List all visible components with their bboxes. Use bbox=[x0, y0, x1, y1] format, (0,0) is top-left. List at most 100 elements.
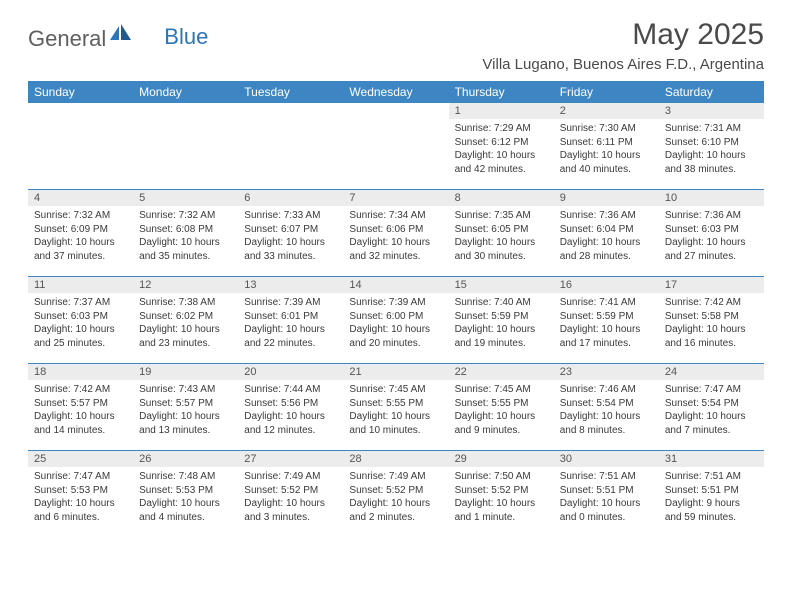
daylight-line: Daylight: 10 hours and 14 minutes. bbox=[34, 410, 127, 437]
daylight-line: Daylight: 10 hours and 30 minutes. bbox=[455, 236, 548, 263]
day-number: 3 bbox=[659, 103, 764, 119]
day-details: Sunrise: 7:31 AMSunset: 6:10 PMDaylight:… bbox=[659, 119, 764, 180]
day-cell: 2Sunrise: 7:30 AMSunset: 6:11 PMDaylight… bbox=[554, 103, 659, 189]
sunrise-line: Sunrise: 7:45 AM bbox=[455, 383, 548, 397]
day-number: 10 bbox=[659, 190, 764, 206]
day-cell: 12Sunrise: 7:38 AMSunset: 6:02 PMDayligh… bbox=[133, 277, 238, 363]
sunrise-line: Sunrise: 7:38 AM bbox=[139, 296, 232, 310]
daylight-line: Daylight: 10 hours and 17 minutes. bbox=[560, 323, 653, 350]
day-cell: 17Sunrise: 7:42 AMSunset: 5:58 PMDayligh… bbox=[659, 277, 764, 363]
day-cell: 1Sunrise: 7:29 AMSunset: 6:12 PMDaylight… bbox=[449, 103, 554, 189]
daylight-line: Daylight: 10 hours and 6 minutes. bbox=[34, 497, 127, 524]
day-number: 2 bbox=[554, 103, 659, 119]
logo-text-blue: Blue bbox=[164, 24, 208, 50]
sunrise-line: Sunrise: 7:42 AM bbox=[665, 296, 758, 310]
day-cell: 4Sunrise: 7:32 AMSunset: 6:09 PMDaylight… bbox=[28, 190, 133, 276]
day-details: Sunrise: 7:37 AMSunset: 6:03 PMDaylight:… bbox=[28, 293, 133, 354]
sunset-line: Sunset: 6:08 PM bbox=[139, 223, 232, 237]
daylight-line: Daylight: 10 hours and 32 minutes. bbox=[349, 236, 442, 263]
day-number: 19 bbox=[133, 364, 238, 380]
daylight-line: Daylight: 10 hours and 33 minutes. bbox=[244, 236, 337, 263]
day-cell: 11Sunrise: 7:37 AMSunset: 6:03 PMDayligh… bbox=[28, 277, 133, 363]
weekday-header: Thursday bbox=[449, 81, 554, 103]
day-cell bbox=[133, 103, 238, 189]
sunset-line: Sunset: 5:59 PM bbox=[560, 310, 653, 324]
sunrise-line: Sunrise: 7:42 AM bbox=[34, 383, 127, 397]
day-number: 14 bbox=[343, 277, 448, 293]
day-number: 24 bbox=[659, 364, 764, 380]
day-number: 26 bbox=[133, 451, 238, 467]
week-row: 4Sunrise: 7:32 AMSunset: 6:09 PMDaylight… bbox=[28, 189, 764, 276]
day-number: 21 bbox=[343, 364, 448, 380]
daylight-line: Daylight: 10 hours and 38 minutes. bbox=[665, 149, 758, 176]
day-cell: 27Sunrise: 7:49 AMSunset: 5:52 PMDayligh… bbox=[238, 451, 343, 537]
sunset-line: Sunset: 5:57 PM bbox=[139, 397, 232, 411]
sunset-line: Sunset: 6:10 PM bbox=[665, 136, 758, 150]
sunset-line: Sunset: 5:52 PM bbox=[244, 484, 337, 498]
sunrise-line: Sunrise: 7:36 AM bbox=[665, 209, 758, 223]
day-details: Sunrise: 7:36 AMSunset: 6:04 PMDaylight:… bbox=[554, 206, 659, 267]
day-number: 22 bbox=[449, 364, 554, 380]
daylight-line: Daylight: 10 hours and 35 minutes. bbox=[139, 236, 232, 263]
day-cell bbox=[238, 103, 343, 189]
sunrise-line: Sunrise: 7:44 AM bbox=[244, 383, 337, 397]
day-cell: 10Sunrise: 7:36 AMSunset: 6:03 PMDayligh… bbox=[659, 190, 764, 276]
day-details: Sunrise: 7:42 AMSunset: 5:57 PMDaylight:… bbox=[28, 380, 133, 441]
day-number: 31 bbox=[659, 451, 764, 467]
daylight-line: Daylight: 10 hours and 20 minutes. bbox=[349, 323, 442, 350]
daylight-line: Daylight: 10 hours and 12 minutes. bbox=[244, 410, 337, 437]
day-cell: 20 Sunrise: 7:44 AMSunset: 5:56 PMDayligh… bbox=[238, 364, 343, 450]
sunrise-line: Sunrise: 7:40 AM bbox=[455, 296, 548, 310]
week-row: 11Sunrise: 7:37 AMSunset: 6:03 PMDayligh… bbox=[28, 276, 764, 363]
sunrise-line: Sunrise: 7:30 AM bbox=[560, 122, 653, 136]
sunrise-line: Sunrise: 7:35 AM bbox=[455, 209, 548, 223]
sunset-line: Sunset: 5:56 PM bbox=[244, 397, 337, 411]
day-number: 25 bbox=[28, 451, 133, 467]
daylight-line: Daylight: 10 hours and 4 minutes. bbox=[139, 497, 232, 524]
day-details: Sunrise: 7:43 AMSunset: 5:57 PMDaylight:… bbox=[133, 380, 238, 441]
sunrise-line: Sunrise: 7:49 AM bbox=[244, 470, 337, 484]
daylight-line: Daylight: 10 hours and 10 minutes. bbox=[349, 410, 442, 437]
calendar: SundayMondayTuesdayWednesdayThursdayFrid… bbox=[28, 81, 764, 537]
sunset-line: Sunset: 6:12 PM bbox=[455, 136, 548, 150]
sunset-line: Sunset: 5:54 PM bbox=[665, 397, 758, 411]
day-number: 13 bbox=[238, 277, 343, 293]
day-details: Sunrise: 7:39 AMSunset: 6:01 PMDaylight:… bbox=[238, 293, 343, 354]
day-cell: 30Sunrise: 7:51 AMSunset: 5:51 PMDayligh… bbox=[554, 451, 659, 537]
sunset-line: Sunset: 5:52 PM bbox=[455, 484, 548, 498]
sunset-line: Sunset: 6:06 PM bbox=[349, 223, 442, 237]
week-row: 1Sunrise: 7:29 AMSunset: 6:12 PMDaylight… bbox=[28, 103, 764, 189]
logo-text-gray: General bbox=[28, 26, 106, 52]
day-details: Sunrise: 7:45 AMSunset: 5:55 PMDaylight:… bbox=[343, 380, 448, 441]
day-details: Sunrise: 7:46 AMSunset: 5:54 PMDaylight:… bbox=[554, 380, 659, 441]
day-cell: 29Sunrise: 7:50 AMSunset: 5:52 PMDayligh… bbox=[449, 451, 554, 537]
day-details: Sunrise: 7:36 AMSunset: 6:03 PMDaylight:… bbox=[659, 206, 764, 267]
daylight-line: Daylight: 10 hours and 8 minutes. bbox=[560, 410, 653, 437]
day-number: 28 bbox=[343, 451, 448, 467]
day-cell: 23Sunrise: 7:46 AMSunset: 5:54 PMDayligh… bbox=[554, 364, 659, 450]
daylight-line: Daylight: 10 hours and 9 minutes. bbox=[455, 410, 548, 437]
day-details: Sunrise: 7:51 AMSunset: 5:51 PMDaylight:… bbox=[659, 467, 764, 528]
sunset-line: Sunset: 6:00 PM bbox=[349, 310, 442, 324]
day-cell: 26Sunrise: 7:48 AMSunset: 5:53 PMDayligh… bbox=[133, 451, 238, 537]
daylight-line: Daylight: 10 hours and 22 minutes. bbox=[244, 323, 337, 350]
day-details: Sunrise: 7:41 AMSunset: 5:59 PMDaylight:… bbox=[554, 293, 659, 354]
daylight-line: Daylight: 10 hours and 7 minutes. bbox=[665, 410, 758, 437]
day-details: Sunrise: 7:49 AMSunset: 5:52 PMDaylight:… bbox=[238, 467, 343, 528]
day-number: 20 bbox=[238, 364, 343, 380]
sunrise-line: Sunrise: 7:49 AM bbox=[349, 470, 442, 484]
day-cell: 18Sunrise: 7:42 AMSunset: 5:57 PMDayligh… bbox=[28, 364, 133, 450]
daylight-line: Daylight: 10 hours and 2 minutes. bbox=[349, 497, 442, 524]
sunset-line: Sunset: 5:51 PM bbox=[560, 484, 653, 498]
day-cell: 25Sunrise: 7:47 AMSunset: 5:53 PMDayligh… bbox=[28, 451, 133, 537]
sunset-line: Sunset: 6:09 PM bbox=[34, 223, 127, 237]
day-number: 5 bbox=[133, 190, 238, 206]
sunrise-line: Sunrise: 7:51 AM bbox=[560, 470, 653, 484]
daylight-line: Daylight: 10 hours and 42 minutes. bbox=[455, 149, 548, 176]
day-number: 29 bbox=[449, 451, 554, 467]
logo: General Blue bbox=[28, 18, 208, 53]
day-cell: 16Sunrise: 7:41 AMSunset: 5:59 PMDayligh… bbox=[554, 277, 659, 363]
sunrise-line: Sunrise: 7:48 AM bbox=[139, 470, 232, 484]
day-details: Sunrise: 7:30 AMSunset: 6:11 PMDaylight:… bbox=[554, 119, 659, 180]
day-details: Sunrise: 7:35 AMSunset: 6:05 PMDaylight:… bbox=[449, 206, 554, 267]
